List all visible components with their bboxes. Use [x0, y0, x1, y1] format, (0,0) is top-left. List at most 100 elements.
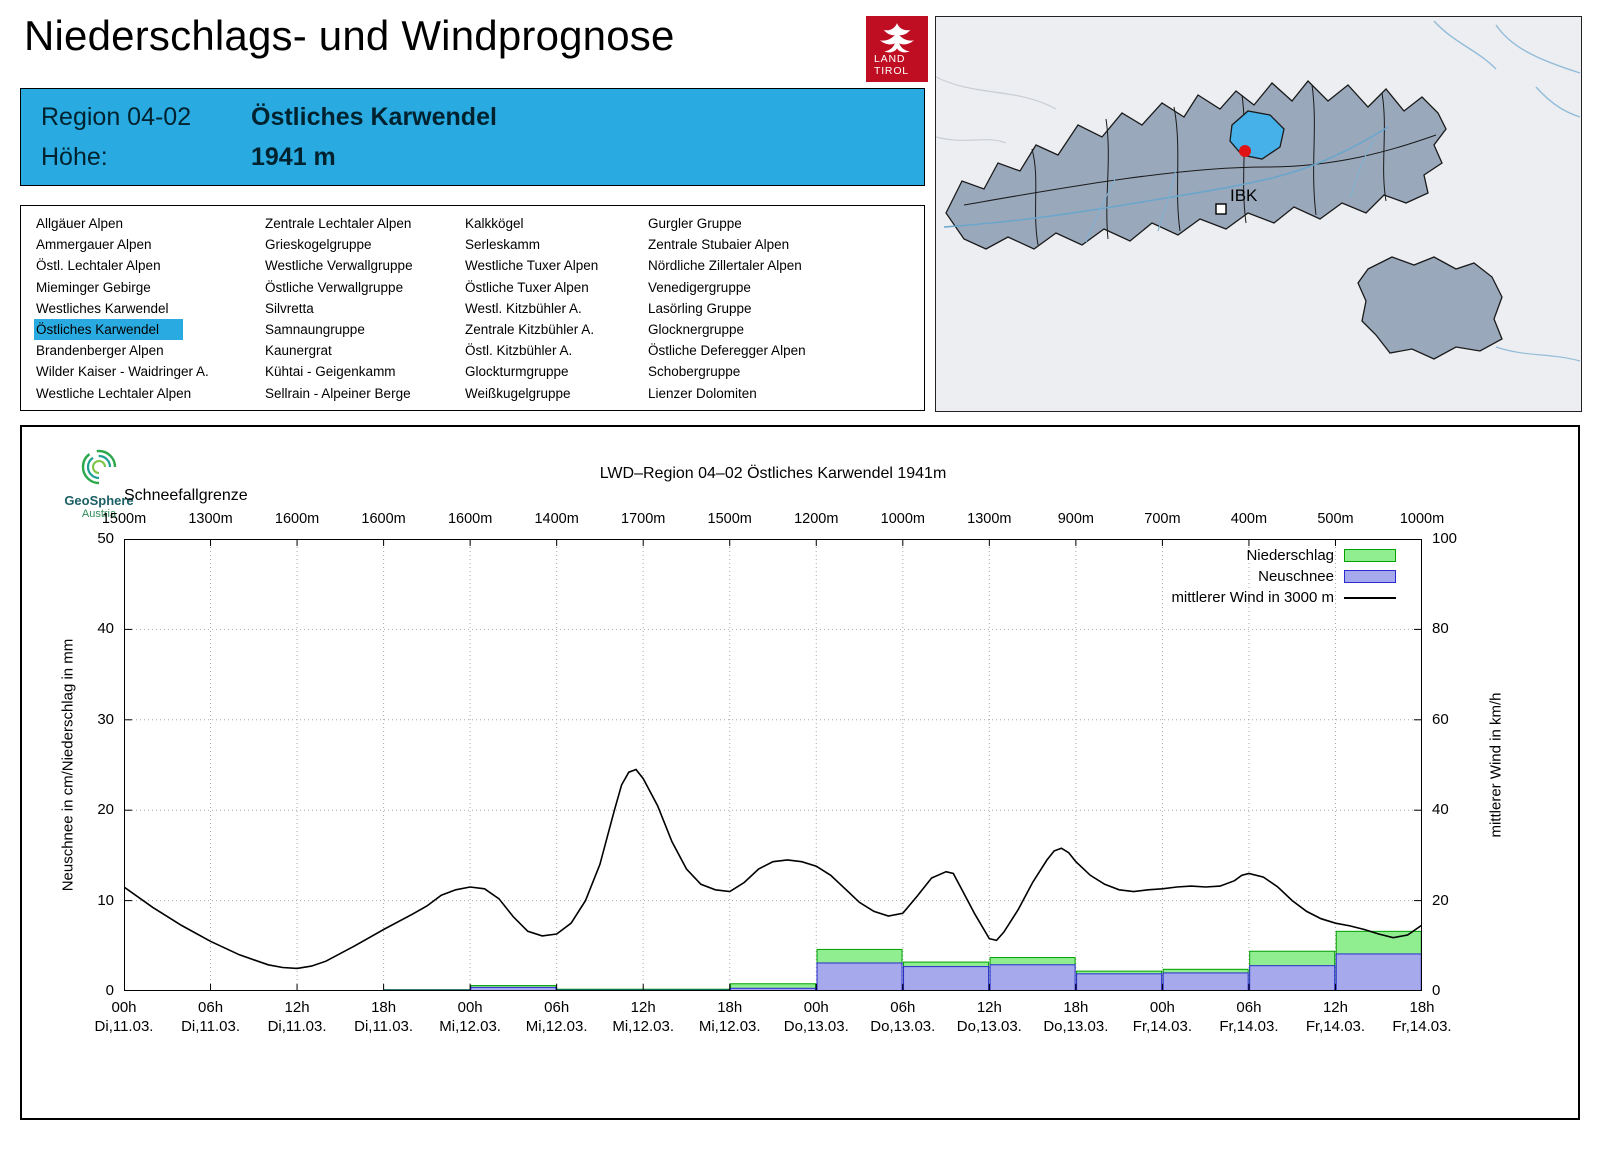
region-item[interactable]: Glockturmgruppe [465, 364, 569, 380]
snowline-value: 500m [1317, 511, 1354, 527]
region-name: Östliches Karwendel [251, 103, 497, 131]
y-right-tick-label: 40 [1432, 801, 1449, 819]
geosphere-spiral-icon [81, 449, 117, 485]
region-item[interactable]: Kalkkögel [465, 216, 524, 231]
map-station-dot [1239, 145, 1251, 157]
x-tick-label: Di,11.03. [354, 1018, 414, 1035]
map-north-tirol-region[interactable] [945, 80, 1447, 250]
region-item[interactable]: Glocknergruppe [648, 322, 745, 338]
x-tick-label: Do,13.03. [1043, 1018, 1109, 1035]
region-item[interactable]: Östl. Lechtaler Alpen [36, 258, 161, 274]
region-item[interactable]: Östl. Kitzbühler A. [465, 343, 573, 359]
snowline-value: 1600m [274, 511, 320, 527]
niederschlag-swatch-icon [1344, 549, 1396, 562]
x-tick-label: 12h [630, 999, 656, 1016]
snowline-value: 1500m [101, 511, 147, 527]
legend-neuschnee-label: Neuschnee [1258, 568, 1334, 585]
region-item[interactable]: Allgäuer Alpen [36, 216, 124, 231]
region-item[interactable]: Östliche Verwallgruppe [265, 279, 404, 295]
snowline-value: 1500m [707, 511, 752, 527]
region-item[interactable]: Westliche Verwallgruppe [265, 258, 413, 274]
legend-neuschnee: Neuschnee [124, 566, 1410, 587]
y-left-tick-label: 0 [105, 982, 114, 999]
snowline-value: 1600m [447, 511, 493, 527]
snowline-value: 1400m [534, 511, 579, 527]
x-tick-label: 12h [976, 999, 1002, 1016]
region-item[interactable]: Lasörling Gruppe [648, 300, 752, 316]
x-tick-label: Fr,14.03. [1392, 1018, 1452, 1035]
x-tick-label: 18h [717, 999, 743, 1016]
x-tick-label: Do,13.03. [956, 1018, 1022, 1035]
region-item[interactable]: Mieminger Gebirge [36, 279, 151, 295]
region-item[interactable]: Wilder Kaiser - Waidringer A. [36, 364, 209, 380]
snowline-value: 1700m [621, 511, 666, 527]
forecast-chart-panel: GeoSphere Austria LWD–Region 04–02 Östli… [20, 425, 1580, 1120]
region-list: Allgäuer Alpen Ammergauer Alpen Östl. Lech… [20, 205, 925, 411]
tirol-map[interactable]: IBK [935, 16, 1582, 412]
map-east-tirol-region[interactable] [1357, 256, 1503, 360]
snowline-value: 1300m [188, 511, 233, 527]
region-item[interactable]: Gurgler Gruppe [648, 216, 742, 231]
page-title: Niederschlags- und Windprognose [24, 12, 675, 59]
x-tick-label: Fr,14.03. [1305, 1018, 1366, 1035]
snowline-value: 400m [1230, 511, 1268, 527]
legend-wind: mittlerer Wind in 3000 m [124, 587, 1410, 608]
y-left-tick-label: 40 [97, 620, 114, 638]
x-tick-label: 00h [457, 999, 483, 1016]
x-tick-label: Do,13.03. [783, 1018, 849, 1035]
y-right-axis-label: mittlerer Wind in km/h [1487, 692, 1505, 838]
y-right-tick-label: 0 [1432, 982, 1441, 999]
region-item[interactable]: Grieskogelgruppe [265, 237, 372, 253]
plot-area[interactable] [123, 538, 1423, 992]
x-tick-label: 18h [371, 999, 397, 1016]
region-item[interactable]: Sellrain - Alpeiner Berge [265, 385, 411, 401]
region-header: Region 04-02 Östliches Karwendel Höhe: 194… [20, 88, 925, 186]
x-tick-label: Di,11.03. [267, 1018, 327, 1035]
snowline-label: Schneefallgrenze [124, 487, 248, 504]
x-tick-label: Mi,12.03. [612, 1018, 675, 1035]
region-item[interactable]: Kaunergrat [265, 343, 332, 359]
map-district-border-horizontal [963, 134, 1437, 206]
x-tick-label: 00h [803, 999, 829, 1016]
region-item[interactable]: Östliches Karwendel [34, 319, 184, 341]
x-tick-label: Mi,12.03. [439, 1018, 501, 1035]
region-item[interactable]: Samnaungruppe [265, 322, 365, 338]
region-item[interactable]: Venedigergruppe [648, 279, 751, 295]
region-item[interactable]: Westliches Karwendel [36, 300, 169, 316]
region-item[interactable]: Schobergruppe [648, 364, 741, 380]
hoehe-value: 1941 m [251, 143, 336, 171]
region-item[interactable]: Östliche Deferegger Alpen [648, 343, 806, 359]
region-item[interactable]: Westliche Tuxer Alpen [465, 258, 599, 274]
x-tick-label: Di,11.03. [94, 1018, 154, 1035]
y-left-axis-label: Neuschnee in cm/Niederschlag in mm [59, 638, 77, 892]
snowline-value: 1300m [967, 511, 1012, 527]
region-item[interactable]: Kühtai - Geigenkamm [265, 364, 396, 380]
map-district-borders [1031, 84, 1387, 246]
x-tick-label: Do,13.03. [870, 1018, 936, 1035]
region-item[interactable]: Westl. Kitzbühler A. [465, 300, 582, 316]
x-tick-label: 12h [1322, 999, 1348, 1016]
snowline-value: 1000m [1399, 511, 1445, 527]
x-tick-label: 06h [544, 999, 570, 1016]
x-tick-label: Mi,12.03. [525, 1018, 588, 1035]
region-item[interactable]: Serleskamm [465, 237, 541, 253]
region-item[interactable]: Östliche Tuxer Alpen [465, 279, 589, 295]
tirol-eagle-icon [879, 23, 915, 53]
region-item[interactable]: Westliche Lechtaler Alpen [36, 385, 192, 401]
snowline-value: 900m [1057, 511, 1094, 527]
region-item[interactable]: Brandenberger Alpen [36, 343, 164, 359]
snowline-value: 700m [1144, 511, 1181, 527]
x-tick-label: Fr,14.03. [1219, 1018, 1279, 1035]
region-item[interactable]: Lienzer Dolomiten [648, 385, 757, 401]
tirol-logo-text: LAND TIROL [874, 52, 909, 77]
region-item[interactable]: Weißkugelgruppe [465, 385, 571, 401]
region-item[interactable]: Zentrale Stubaier Alpen [648, 237, 790, 253]
region-item[interactable]: Zentrale Kitzbühler A. [465, 322, 595, 338]
region-item[interactable]: Silvretta [265, 300, 314, 316]
y-left-tick-label: 20 [97, 801, 114, 819]
snowline-value: 1200m [794, 511, 839, 527]
snowline-value: 1600m [361, 511, 406, 527]
region-item[interactable]: Ammergauer Alpen [36, 237, 152, 253]
region-item[interactable]: Zentrale Lechtaler Alpen [265, 216, 412, 231]
region-item[interactable]: Nördliche Zillertaler Alpen [648, 258, 802, 274]
